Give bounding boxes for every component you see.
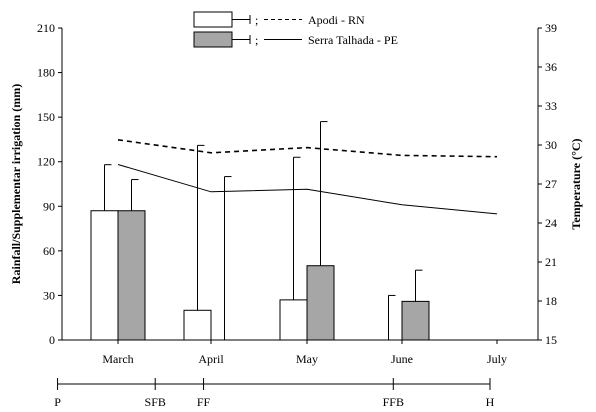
right-tick-label: 24: [545, 216, 557, 230]
x-category-label: April: [198, 352, 224, 366]
phenology-label: P: [54, 395, 61, 409]
left-axis-ticks: 0 30 60 90 120 150 180 210: [37, 21, 62, 347]
legend-label: Serra Talhada - PE: [308, 33, 398, 47]
right-tick-label: 21: [545, 255, 557, 269]
x-category-label: March: [102, 352, 133, 366]
phenology-label: FFB: [383, 395, 404, 409]
temperature-line-apodi: [117, 139, 498, 158]
temperature-lines: [117, 139, 498, 215]
right-tick-label: 18: [545, 294, 557, 308]
x-category-label: June: [391, 352, 413, 366]
left-tick-label: 210: [37, 21, 55, 35]
left-tick-label: 0: [49, 333, 55, 347]
y2-axis-label: Temperature (°C): [569, 138, 583, 229]
legend-swatch: [193, 11, 233, 28]
left-tick-label: 120: [37, 155, 55, 169]
right-tick-label: 36: [545, 60, 557, 74]
phenology-label: H: [486, 395, 495, 409]
right-tick-label: 27: [545, 177, 557, 191]
right-tick-label: 33: [545, 99, 557, 113]
legend-separator: ;: [255, 33, 258, 47]
x-category-label: May: [296, 352, 318, 366]
bar-serra-talhada: [117, 210, 146, 341]
legend: ; Apodi - RN; Serra Talhada - PE: [193, 11, 398, 48]
left-tick-label: 90: [43, 199, 55, 213]
x-axis-categories: March April May June July: [102, 340, 507, 366]
right-tick-label: 30: [545, 138, 557, 152]
left-tick-label: 180: [37, 66, 55, 80]
left-tick-label: 30: [43, 288, 55, 302]
bar-serra-talhada: [401, 300, 430, 341]
legend-label: Apodi - RN: [308, 13, 365, 27]
x-category-label: July: [487, 352, 507, 366]
left-tick-label: 150: [37, 110, 55, 124]
bar-apodi: [279, 299, 308, 341]
left-tick-label: 60: [43, 244, 55, 258]
right-tick-label: 15: [545, 333, 557, 347]
phenology-label: FF: [197, 395, 211, 409]
bar-serra-talhada: [306, 265, 335, 341]
legend-separator: ;: [255, 13, 258, 27]
right-axis-ticks: 15 18 21 24 27 30 33 36 39: [538, 21, 557, 347]
bars: [90, 210, 430, 341]
phenology-axis: P SFB FF FFB H: [54, 378, 495, 409]
legend-swatch: [193, 31, 233, 48]
y-axis-label: Rainfall/Supplementar irrigation (mm): [9, 84, 23, 284]
bar-apodi: [183, 309, 212, 341]
bar-apodi: [90, 210, 119, 341]
temperature-line-serra-talhada: [117, 164, 498, 215]
right-tick-label: 39: [545, 21, 557, 35]
error-bars: [104, 121, 423, 340]
phenology-label: SFB: [145, 395, 166, 409]
